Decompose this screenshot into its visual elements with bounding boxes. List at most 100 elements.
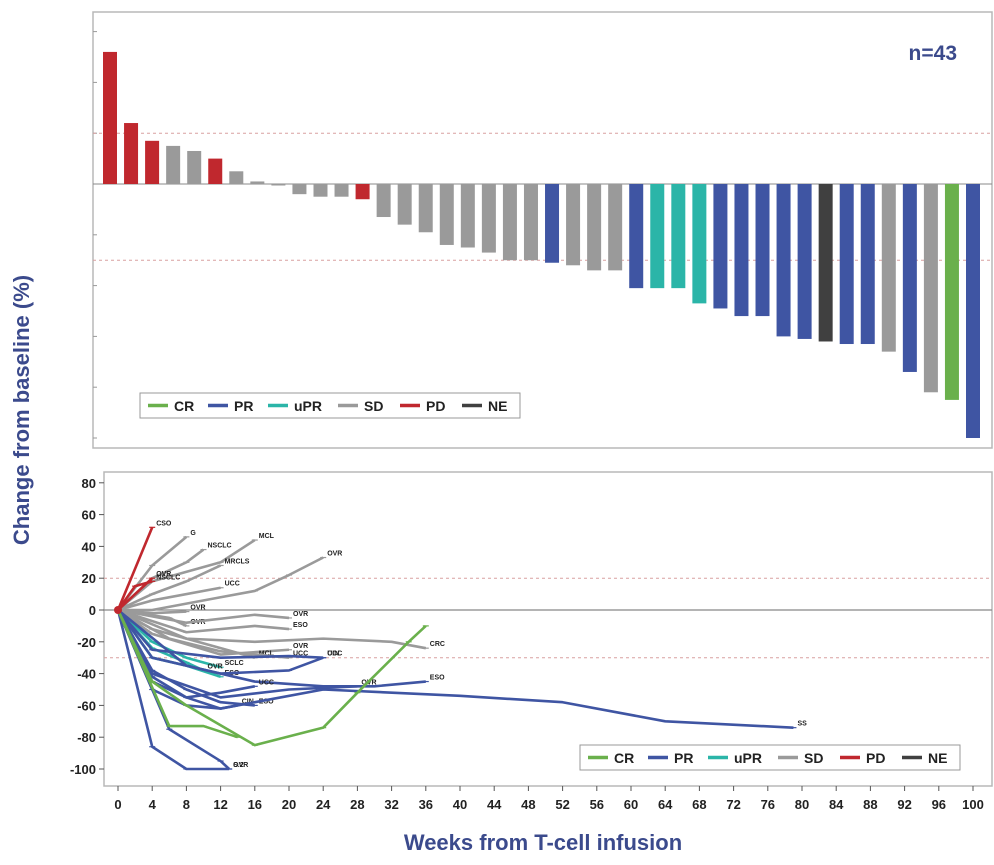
waterfall-bar (313, 184, 328, 197)
waterfall-bar (881, 184, 896, 352)
x-tick-label: 40 (453, 797, 467, 812)
waterfall-bar (376, 184, 391, 218)
spider-series-line (117, 608, 427, 650)
waterfall-bar (755, 184, 770, 317)
waterfall-bar (208, 158, 223, 184)
spider-series-line (118, 556, 324, 612)
spider-series-label: UCC (225, 581, 240, 588)
spider-series-label: UCC (327, 651, 342, 658)
y-tick-label: 40 (82, 539, 96, 554)
waterfall-bar (355, 184, 370, 200)
x-tick-label: 4 (149, 797, 157, 812)
bottom-legend-box (579, 744, 961, 771)
spider-series-label: UCC (293, 651, 308, 658)
waterfall-bar (187, 150, 202, 184)
y-tick-label: 20 (82, 571, 96, 586)
spider-series-label: NSCLC (208, 543, 232, 550)
waterfall-bar (418, 184, 433, 233)
x-tick-label: 20 (282, 797, 296, 812)
x-tick-label: 12 (213, 797, 227, 812)
spider-series-label: MRCLS (225, 558, 250, 565)
spider-series-line (117, 609, 221, 669)
spider-series-label: SCLC (225, 660, 244, 667)
waterfall-bar (671, 184, 686, 289)
waterfall-bar (481, 184, 496, 253)
x-tick-label: 76 (761, 797, 775, 812)
x-tick-label: 36 (419, 797, 433, 812)
spider-series-label: G (190, 530, 196, 537)
waterfall-bar (502, 184, 517, 261)
spider-series-label: CIN (327, 651, 339, 658)
bottom-plot-frame (103, 471, 993, 787)
y-tick-label: -40 (77, 667, 96, 682)
spider-series-label: ESO (259, 698, 274, 705)
x-tick-label: 32 (384, 797, 398, 812)
legend-label-sd: SD (364, 398, 383, 414)
spider-series-line (117, 608, 426, 688)
spider-series-line (116, 609, 239, 739)
waterfall-bar (966, 184, 980, 438)
legend-label-pr: PR (674, 750, 693, 766)
waterfall-bar (713, 184, 728, 309)
waterfall-bar (587, 184, 602, 271)
spider-series-line (116, 609, 230, 771)
x-tick-label: 92 (897, 797, 911, 812)
spider-series-line (117, 608, 290, 625)
spider-series-label: NSCLC (156, 574, 180, 581)
spider-series-label: CIN (242, 698, 254, 705)
x-tick-label: 60 (624, 797, 638, 812)
waterfall-bar (734, 184, 749, 317)
spider-series-label: CRC (430, 641, 445, 648)
waterfall-bar (650, 184, 665, 289)
waterfall-bar (145, 140, 160, 184)
waterfall-bar (523, 184, 538, 261)
waterfall-bar (229, 171, 244, 184)
legend-label-upr: uPR (734, 750, 762, 766)
x-tick-label: 80 (795, 797, 809, 812)
legend-label-sd: SD (804, 750, 823, 766)
legend-label-cr: CR (614, 750, 634, 766)
waterfall-bar (776, 184, 791, 337)
x-tick-label: 68 (692, 797, 706, 812)
y-tick-label: 80 (82, 476, 96, 491)
top-plot-frame (92, 11, 993, 449)
spider-series-line (117, 608, 290, 659)
x-tick-label: 84 (829, 797, 844, 812)
spider-series-label: SS (797, 721, 807, 728)
waterfall-bar (860, 184, 875, 345)
waterfall-bar (923, 184, 938, 393)
spider-series-label: OVR (233, 762, 248, 769)
legend-label-cr: CR (174, 398, 194, 414)
waterfall-bar (629, 184, 644, 289)
legend-label-ne: NE (488, 398, 507, 414)
x-tick-label: 52 (555, 797, 569, 812)
legend-label-pr: PR (234, 398, 253, 414)
spider-series-label: OVR (156, 571, 171, 578)
waterfall-bar (692, 184, 707, 304)
spider-series-label: ESO (293, 622, 308, 629)
spider-series-label: CSO (156, 520, 172, 527)
x-tick-label: 96 (932, 797, 946, 812)
top-legend-box (139, 392, 521, 419)
x-tick-label: 64 (658, 797, 673, 812)
spider-series-line (116, 526, 154, 611)
waterfall-bar (608, 184, 623, 271)
spider-series-label: S.2 (233, 762, 244, 769)
waterfall-bar (334, 184, 349, 197)
waterfall-bar (902, 184, 917, 372)
waterfall-bar (797, 184, 812, 339)
x-tick-label: 72 (726, 797, 740, 812)
y-tick-label: 60 (82, 508, 96, 523)
spider-series-label: OVR (293, 611, 308, 618)
y-tick-label: -100 (70, 762, 96, 777)
x-tick-label: 24 (316, 797, 331, 812)
y-tick-label: -80 (77, 730, 96, 745)
x-tick-label: 8 (183, 797, 190, 812)
y-tick-label: -60 (77, 698, 96, 713)
x-tick-label: 16 (248, 797, 262, 812)
spider-series-label: ESO (430, 675, 445, 682)
spider-series-label: UCC (259, 679, 274, 686)
waterfall-bar (460, 184, 475, 248)
waterfall-bar (166, 145, 181, 184)
